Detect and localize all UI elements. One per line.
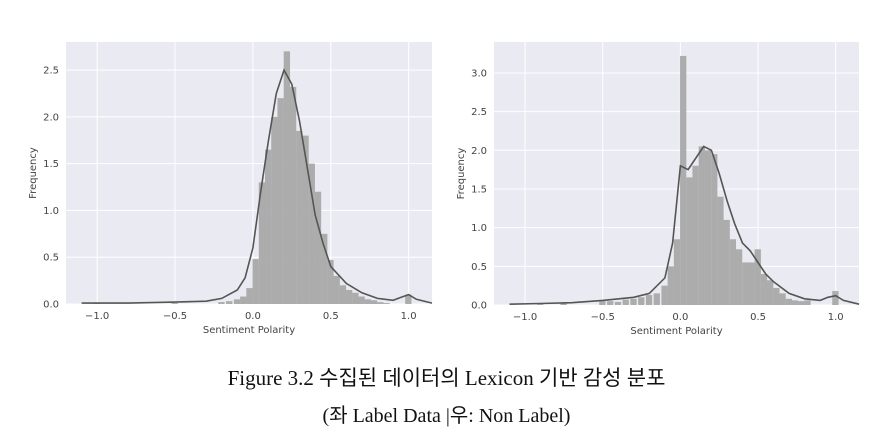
histogram-bar — [339, 285, 347, 304]
histogram-bar — [638, 297, 645, 305]
left-histogram-chart: −1.0 −0.5 0.0 0.5 1.0 0.0 0.5 1.0 1.5 2.0 2.5 Senti… — [28, 42, 433, 336]
y-tick-label: 2.0 — [471, 146, 487, 157]
histogram-bar — [599, 301, 606, 305]
x-tick-label: −1.0 — [85, 311, 109, 322]
histogram-bar — [653, 293, 660, 305]
x-tick-label: −0.5 — [163, 311, 187, 322]
histogram-bar — [622, 299, 629, 305]
histogram-bar — [760, 274, 768, 305]
histogram-bar — [742, 262, 749, 305]
histogram-bar — [667, 266, 674, 305]
figure-caption-title: Figure 3.2 수집된 데이터의 Lexicon 기반 감성 분포 — [227, 366, 666, 390]
x-tick-label: −0.5 — [591, 312, 615, 323]
figure-canvas: −1.0 −0.5 0.0 0.5 1.0 0.0 0.5 1.0 1.5 2.0 2.5 Senti… — [28, 42, 860, 337]
y-axis-label: Frequency — [456, 148, 467, 200]
histogram-bar — [785, 298, 792, 305]
histogram-bar — [314, 191, 322, 304]
histogram-bar — [754, 249, 761, 305]
histogram-bar — [560, 303, 567, 305]
x-tick-label: 1.0 — [401, 311, 417, 322]
y-tick-label: 0.0 — [43, 300, 59, 311]
figure-caption-subtitle: (좌 Label Data |우: Non Label) — [322, 405, 571, 427]
y-tick-label: 1.0 — [471, 223, 487, 234]
histogram-bar — [271, 116, 278, 304]
y-tick-label: 1.0 — [43, 206, 59, 217]
x-axis-label: Sentiment Polarity — [203, 325, 295, 336]
histogram-bar — [686, 177, 693, 305]
histogram-bar — [791, 300, 799, 305]
histogram-bar — [283, 51, 291, 304]
histogram-bar — [289, 86, 297, 305]
histogram-bar — [405, 294, 412, 304]
histogram-bar — [804, 300, 811, 305]
histogram-bar — [226, 301, 233, 304]
histogram-bar — [252, 259, 259, 304]
histogram-bar — [321, 233, 328, 304]
histogram-bar — [277, 98, 284, 305]
kde-curve — [81, 68, 433, 304]
x-tick-label: 0.5 — [323, 311, 339, 322]
histogram-bar — [302, 135, 309, 304]
x-tick-label: 1.0 — [828, 312, 844, 323]
y-tick-label: 0.0 — [471, 301, 487, 312]
histogram-bar — [773, 287, 780, 305]
histogram-bar — [537, 304, 544, 305]
histogram-bar — [704, 150, 712, 305]
histogram-bar — [711, 154, 718, 305]
histogram-bar — [308, 163, 315, 304]
histogram-bar — [723, 219, 730, 305]
histogram-bar — [673, 239, 681, 305]
histogram-bar — [383, 303, 390, 304]
histogram-bar — [630, 298, 637, 305]
x-axis-label: Sentiment Polarity — [630, 326, 722, 337]
histogram-bar — [735, 249, 743, 305]
histogram-bar — [345, 289, 353, 304]
histogram-bar — [798, 301, 805, 305]
histogram-bar — [233, 299, 241, 304]
histogram-bar — [358, 296, 365, 304]
histogram-bar — [680, 55, 687, 306]
histogram-bar — [370, 300, 378, 304]
kde-curve — [509, 145, 860, 305]
histogram-bar — [729, 239, 737, 305]
histogram-bar — [832, 291, 839, 305]
x-tick-label: 0.0 — [245, 311, 261, 322]
y-axis-label: Frequency — [28, 147, 39, 199]
histogram-bar — [364, 299, 372, 304]
y-tick-label: 2.5 — [43, 66, 59, 77]
right-histogram-chart: −1.0 −0.5 0.0 0.5 1.0 0.0 0.5 1.0 1.5 2.0 2.5 3.0 Se… — [456, 42, 860, 337]
histogram-bar — [240, 296, 247, 304]
histogram-bar — [767, 280, 774, 305]
histogram-bar — [645, 294, 653, 305]
histogram-bar — [614, 301, 622, 305]
y-tick-label: 2.0 — [43, 112, 59, 123]
histogram-bar — [333, 275, 340, 304]
histogram-bar — [246, 288, 253, 304]
histogram-bar — [258, 182, 266, 304]
x-tick-label: 0.5 — [750, 312, 766, 323]
histogram-bar — [218, 302, 225, 304]
y-tick-label: 1.5 — [471, 184, 487, 195]
histogram-bar — [296, 130, 303, 304]
x-tick-label: −1.0 — [513, 312, 537, 323]
histogram-bar — [698, 146, 705, 305]
histogram-bar — [607, 301, 614, 305]
histogram-bar — [327, 260, 334, 304]
histogram-bar — [661, 285, 668, 305]
y-tick-label: 2.5 — [471, 107, 487, 118]
histogram-bar — [692, 165, 699, 305]
y-tick-label: 3.0 — [471, 68, 487, 79]
histogram-bar — [377, 302, 384, 304]
histogram-bar — [717, 196, 724, 305]
histogram-bar — [265, 149, 272, 304]
histogram-bar — [779, 293, 786, 305]
x-tick-label: 0.0 — [672, 312, 688, 323]
histogram-bar — [352, 292, 359, 304]
y-tick-label: 1.5 — [43, 159, 59, 170]
histogram-bar — [171, 303, 178, 304]
histogram-bar — [748, 262, 755, 305]
y-tick-label: 0.5 — [43, 253, 59, 264]
y-tick-label: 0.5 — [471, 262, 487, 273]
